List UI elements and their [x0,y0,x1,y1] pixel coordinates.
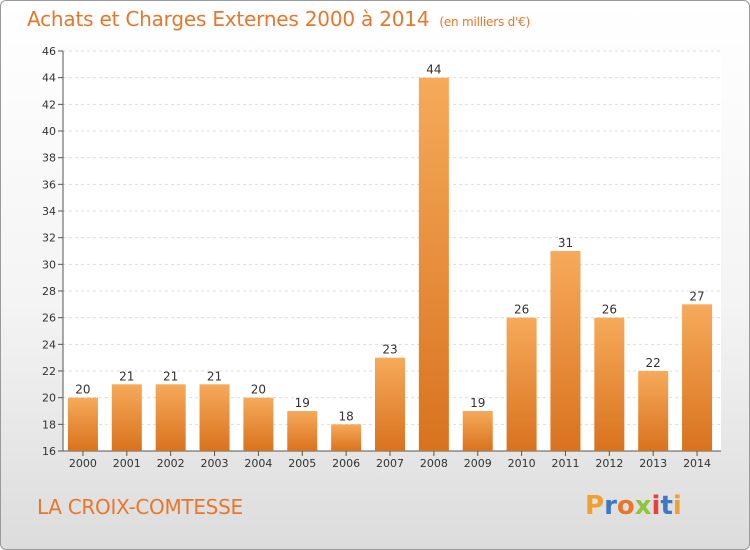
x-tick-label: 2000 [69,457,97,470]
y-tick-label: 36 [42,178,56,191]
x-tick-label: 2013 [639,457,667,470]
bar-value-label: 21 [119,369,134,383]
logo-letter: t [660,491,673,521]
x-tick-label: 2002 [157,457,185,470]
x-tick-label: 2014 [683,457,711,470]
y-tick-label: 44 [42,72,56,85]
bar [67,397,98,451]
bar-value-label: 26 [514,303,529,317]
x-tick-label: 2005 [288,457,316,470]
bar-value-label: 44 [426,63,441,77]
x-tick-label: 2010 [508,457,536,470]
x-tick-label: 2009 [464,457,492,470]
commune-name: LA CROIX-COMTESSE [37,495,243,519]
bar-value-label: 21 [163,369,178,383]
bar [199,384,230,451]
bar [243,397,274,451]
logo-letter: r [604,491,617,521]
y-tick-label: 16 [42,445,56,458]
bar-value-label: 18 [338,409,353,423]
bar [550,251,581,451]
y-tick-label: 40 [42,125,56,138]
bar-value-label: 27 [689,289,704,303]
x-tick-label: 2004 [244,457,272,470]
y-tick-label: 34 [42,205,56,218]
x-tick-label: 2001 [113,457,141,470]
bar-value-label: 31 [558,236,573,250]
x-tick-label: 2008 [420,457,448,470]
y-tick-label: 46 [42,45,56,58]
x-tick-label: 2011 [551,457,579,470]
y-tick-label: 28 [42,285,56,298]
bar [155,384,186,451]
proxiti-logo: Proxiti [585,491,682,521]
bar [506,317,537,451]
bar-value-label: 23 [382,343,397,357]
bar-value-label: 20 [251,383,266,397]
bar-value-label: 19 [470,396,485,410]
bar-value-label: 21 [207,369,222,383]
y-tick-label: 38 [42,152,56,165]
x-tick-label: 2012 [595,457,623,470]
logo-letter: P [585,491,605,521]
y-tick-label: 24 [42,338,56,351]
y-tick-label: 42 [42,98,56,111]
chart-unit: (en milliers d'€) [439,15,531,29]
x-tick-label: 2007 [376,457,404,470]
bar [462,411,493,451]
bar [111,384,142,451]
logo-letter: i [651,491,661,521]
x-tick-label: 2006 [332,457,360,470]
bar-value-label: 22 [646,356,661,370]
y-tick-label: 32 [42,232,56,245]
bar [682,304,713,451]
bar [287,411,318,451]
bar [638,371,669,451]
logo-letter: i [672,491,682,521]
chart-title: Achats et Charges Externes 2000 à 2014 (e… [27,7,530,31]
y-tick-label: 26 [42,312,56,325]
bar [418,77,449,452]
logo-letter: x [634,491,652,521]
bar [375,357,405,451]
chart-title-text: Achats et Charges Externes 2000 à 2014 [27,7,430,31]
bar-value-label: 26 [602,303,617,317]
y-tick-label: 18 [42,418,56,431]
bar-value-label: 20 [75,383,90,397]
bar [594,317,625,451]
y-tick-label: 30 [42,258,56,271]
bar-value-label: 19 [295,396,310,410]
x-tick-label: 2003 [201,457,229,470]
y-tick-label: 22 [42,365,56,378]
bar [331,424,362,451]
y-tick-label: 20 [42,392,56,405]
logo-letter: o [616,491,635,521]
